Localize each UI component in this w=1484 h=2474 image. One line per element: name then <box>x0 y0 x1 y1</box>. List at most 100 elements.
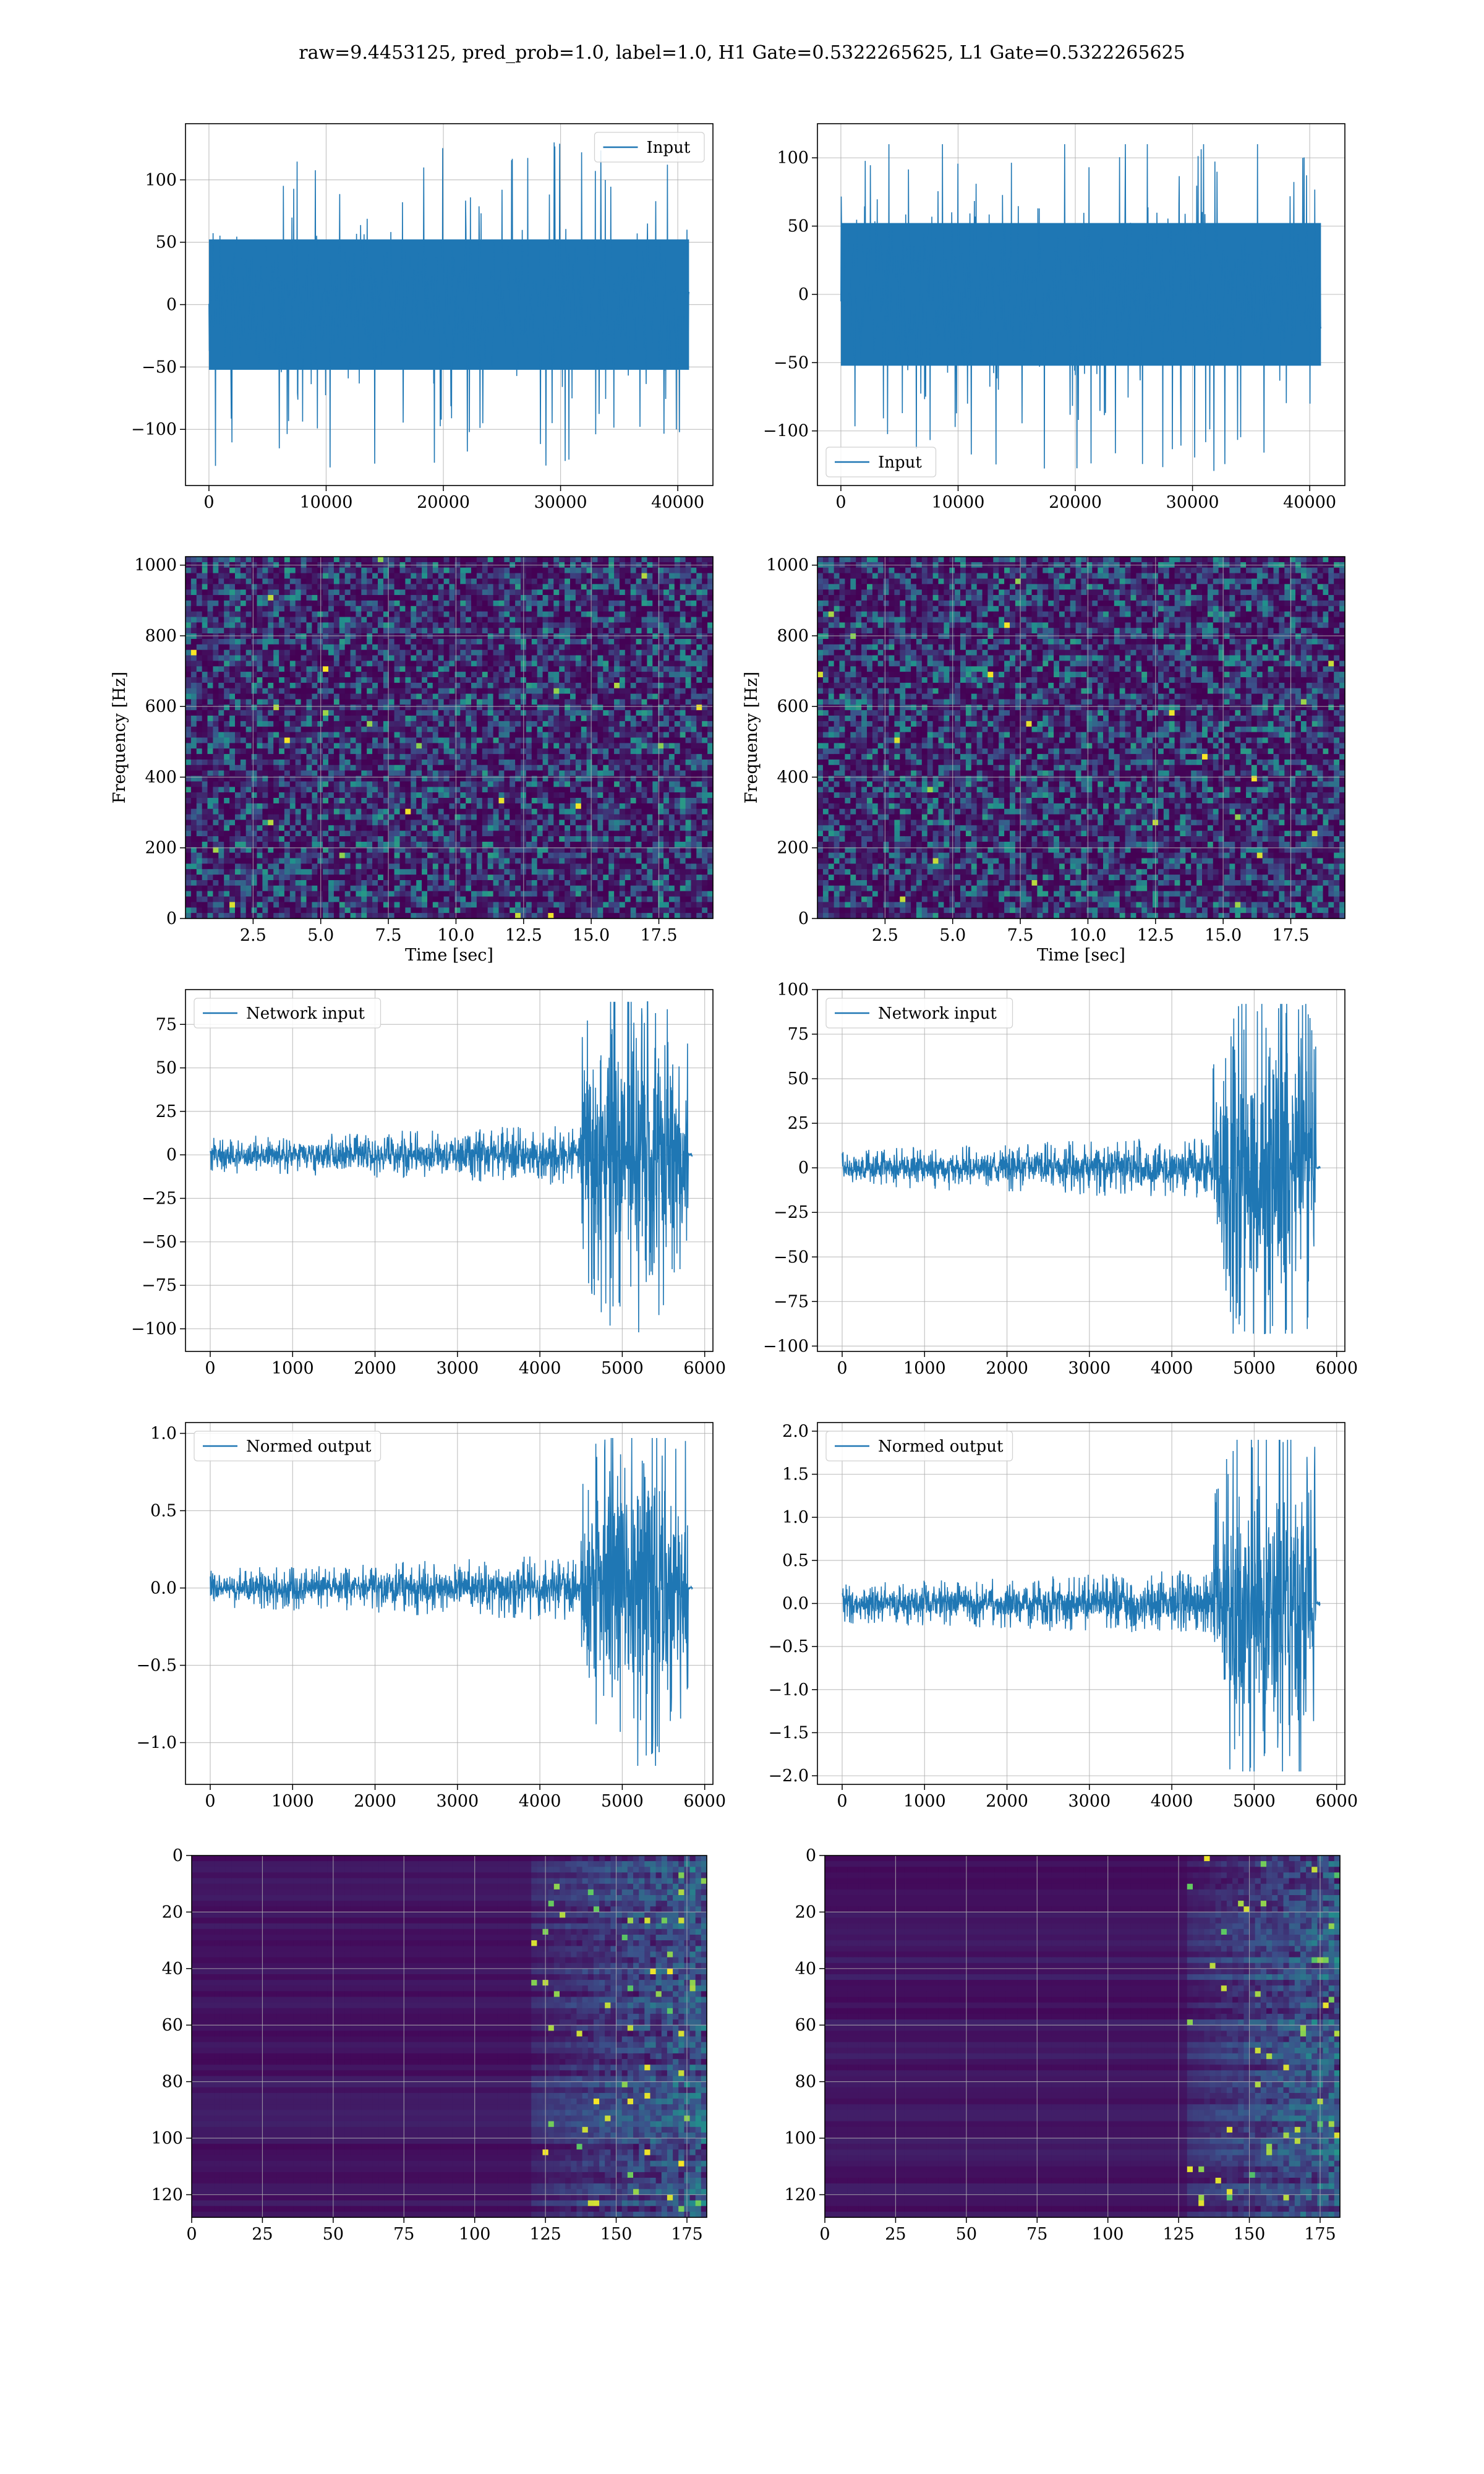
h1-spectrogram-cell <box>235 897 241 903</box>
h1-spectrogram-cell <box>296 743 302 749</box>
h1-spectrogram-cell <box>284 815 291 821</box>
h1-spectrogram-cell <box>191 825 197 831</box>
h1-spectrogram-cell <box>197 606 203 612</box>
h1-spectrogram-cell <box>351 639 357 645</box>
h1-spectrogram-cell <box>438 688 445 695</box>
h1-spectrogram-cell <box>454 612 461 618</box>
h1-spectrogram-cell <box>345 601 351 607</box>
h1-spectrogram-cell <box>460 787 466 793</box>
h1-spectrogram-cell <box>323 863 329 870</box>
h1-spectrogram-cell <box>351 688 357 695</box>
h1-spectrogram-cell <box>241 760 247 766</box>
h1-spectrogram-cell <box>466 617 472 623</box>
h1-spectrogram-cell <box>218 869 224 875</box>
h1-spectrogram-cell <box>191 601 197 607</box>
h1-spectrogram-cell <box>241 902 247 908</box>
h1-spectrogram-cell <box>466 656 472 662</box>
h1-spectrogram-cell <box>438 902 445 908</box>
h1-spectrogram-cell <box>296 907 302 914</box>
h1-spectrogram-cell <box>345 650 351 656</box>
h1-spectrogram-cell <box>367 694 373 700</box>
h1-spectrogram-cell <box>444 875 450 881</box>
h1-spectrogram-cell <box>416 803 422 810</box>
h1-spectrogram-cell <box>351 842 357 848</box>
h1-spectrogram-cell <box>257 738 263 744</box>
h1-spectrogram-cell <box>378 622 384 628</box>
h1-spectrogram-cell <box>268 694 274 700</box>
h1-spectrogram-cell <box>257 557 263 563</box>
h1-spectrogram-cell <box>268 688 274 695</box>
h1-spectrogram-cell <box>224 781 230 787</box>
h1-spectrogram-cell <box>218 628 224 633</box>
h1-spectrogram-cell <box>197 869 203 875</box>
h1-spectrogram-cell <box>262 891 268 897</box>
h1-spectrogram-cell <box>482 644 488 651</box>
h1-spectrogram-cell <box>224 863 230 870</box>
h1-spectrogram-cell <box>356 639 362 645</box>
h1-spectrogram-cell <box>296 612 302 618</box>
h1-spectrogram-cell <box>307 771 313 777</box>
h1-spectrogram-cell <box>427 656 433 662</box>
h1-spectrogram-cell <box>372 831 378 837</box>
h1-spectrogram-cell <box>279 633 285 640</box>
h1-spectrogram-cell <box>460 754 466 760</box>
h1-spectrogram-cell <box>191 672 197 678</box>
h1-spectrogram-cell <box>262 633 268 640</box>
l1-input-ytick-label: 50 <box>788 217 809 236</box>
h1-spectrogram-cell <box>229 579 236 585</box>
h1-spectrogram-cell <box>477 727 483 733</box>
h1-spectrogram-cell <box>482 765 488 771</box>
h1-spectrogram-cell <box>218 617 224 623</box>
h1-spectrogram-cell <box>334 869 340 875</box>
h1-spectrogram-cell <box>202 573 208 580</box>
h1-spectrogram-cell <box>312 677 318 683</box>
h1-spectrogram-cell <box>438 792 445 798</box>
h1-spectrogram-cell <box>241 584 247 590</box>
h1-spectrogram-cell <box>433 617 439 623</box>
h1-spectrogram-cell <box>279 595 285 601</box>
h1-spectrogram-cell <box>296 820 302 826</box>
h1-spectrogram-cell <box>334 902 340 908</box>
h1-spectrogram-cell <box>290 612 296 618</box>
h1-spectrogram-cell <box>213 880 219 886</box>
h1-spectrogram-cell <box>361 825 367 831</box>
h1-spectrogram-cell <box>241 589 247 596</box>
h1-spectrogram-cell <box>351 754 357 760</box>
h1-spectrogram-cell <box>372 721 378 727</box>
h1-spectrogram-cell <box>400 836 406 842</box>
h1-spectrogram-cell <box>262 579 268 585</box>
h1-spectrogram-cell <box>224 787 230 793</box>
h1-spectrogram-cell <box>361 754 367 760</box>
h1-spectrogram-cell <box>208 798 214 804</box>
h1-spectrogram-cell <box>416 606 422 612</box>
h1-input-legend: Input <box>595 132 705 162</box>
h1-spectrogram-cell <box>460 891 466 897</box>
h1-spectrogram-cell <box>257 781 263 787</box>
h1-spectrogram-cell <box>422 891 428 897</box>
h1-spectrogram-cell <box>482 639 488 645</box>
h1-spectrogram-cell <box>422 700 428 706</box>
h1-spectrogram-cell <box>460 704 466 711</box>
h1-spectrogram-cell <box>405 858 411 865</box>
h1-spectrogram-cell <box>323 842 329 848</box>
h1-spectrogram-cell <box>433 612 439 618</box>
h1-spectrogram-cell <box>450 858 456 865</box>
h1-spectrogram-cell <box>213 902 219 908</box>
h1-spectrogram-cell <box>290 732 296 738</box>
h1-spectrogram-cell <box>482 672 488 678</box>
h1-spectrogram-cell <box>262 760 268 766</box>
h1-spectrogram-cell <box>328 907 335 914</box>
h1-spectrogram-cell <box>361 902 367 908</box>
h1-spectrogram-cell <box>438 644 445 651</box>
h1-spectrogram-cell <box>427 584 433 590</box>
h1-spectrogram-cell <box>229 612 236 618</box>
h1-spectrogram-cell <box>433 704 439 711</box>
h1-spectrogram-cell <box>284 622 291 628</box>
h1-spectrogram-cell <box>273 573 279 580</box>
h1-spectrogram-cell <box>268 869 274 875</box>
h1-spectrogram-cell <box>378 644 384 651</box>
h1-spectrogram-cell <box>208 683 214 689</box>
h1-spectrogram-cell <box>444 842 450 848</box>
h1-spectrogram-cell <box>345 589 351 596</box>
h1-spectrogram-cell <box>202 875 208 881</box>
